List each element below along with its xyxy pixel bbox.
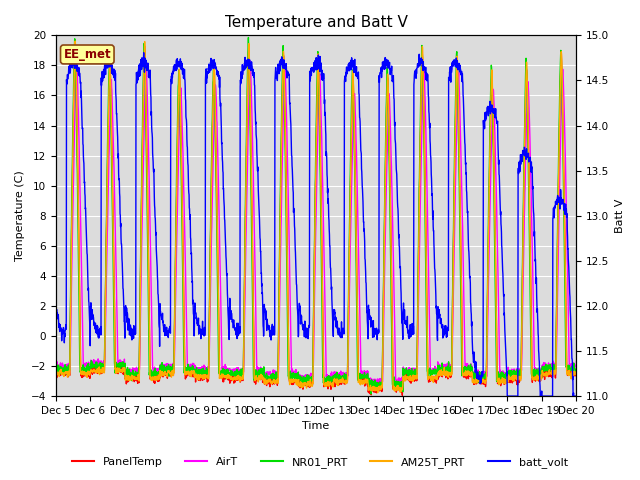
batt_volt [342,67,350,73]
NR01_PRT [331,372,339,377]
AirT [468,364,476,370]
Line: AirT: AirT [56,59,577,384]
PanelTemp [541,368,549,373]
AirT [73,56,81,62]
Text: EE_met: EE_met [63,48,111,61]
NR01_PRT [527,347,534,353]
Line: NR01_PRT: NR01_PRT [56,37,577,394]
batt_volt [467,312,475,317]
batt_volt [140,50,148,56]
AirT [541,361,549,367]
batt_volt [52,300,60,306]
PanelTemp [573,372,580,378]
Line: PanelTemp: PanelTemp [56,45,577,395]
AM25T_PRT [573,372,580,378]
PanelTemp [197,375,205,381]
batt_volt [541,393,549,399]
X-axis label: Time: Time [303,421,330,432]
NR01_PRT [367,391,375,397]
NR01_PRT [197,369,205,374]
batt_volt [573,393,580,399]
NR01_PRT [52,368,60,373]
NR01_PRT [244,35,252,40]
AM25T_PRT [52,371,60,377]
AirT [342,372,350,378]
NR01_PRT [342,377,350,383]
PanelTemp [342,380,350,385]
PanelTemp [331,384,339,389]
AM25T_PRT [468,369,476,374]
Line: AM25T_PRT: AM25T_PRT [56,41,577,393]
AirT [331,369,339,375]
batt_volt [331,310,339,315]
NR01_PRT [541,365,549,371]
Legend: PanelTemp, AirT, NR01_PRT, AM25T_PRT, batt_volt: PanelTemp, AirT, NR01_PRT, AM25T_PRT, ba… [68,452,572,472]
PanelTemp [52,370,60,376]
Y-axis label: Batt V: Batt V [615,199,625,233]
AM25T_PRT [527,296,534,302]
AM25T_PRT [197,372,205,378]
Y-axis label: Temperature (C): Temperature (C) [15,170,25,261]
AirT [52,364,60,370]
PanelTemp [71,42,79,48]
PanelTemp [527,291,534,297]
AM25T_PRT [541,372,549,378]
AM25T_PRT [374,390,381,396]
AM25T_PRT [71,38,79,44]
AirT [369,382,377,387]
NR01_PRT [573,367,580,372]
AirT [527,176,534,182]
AirT [573,359,580,364]
AM25T_PRT [342,381,350,386]
PanelTemp [399,392,406,398]
batt_volt [197,326,205,332]
AM25T_PRT [331,379,339,384]
batt_volt [504,393,511,399]
NR01_PRT [468,364,476,370]
PanelTemp [468,368,476,374]
AirT [197,365,205,371]
Title: Temperature and Batt V: Temperature and Batt V [225,15,408,30]
batt_volt [527,163,534,169]
Line: batt_volt: batt_volt [56,53,577,396]
